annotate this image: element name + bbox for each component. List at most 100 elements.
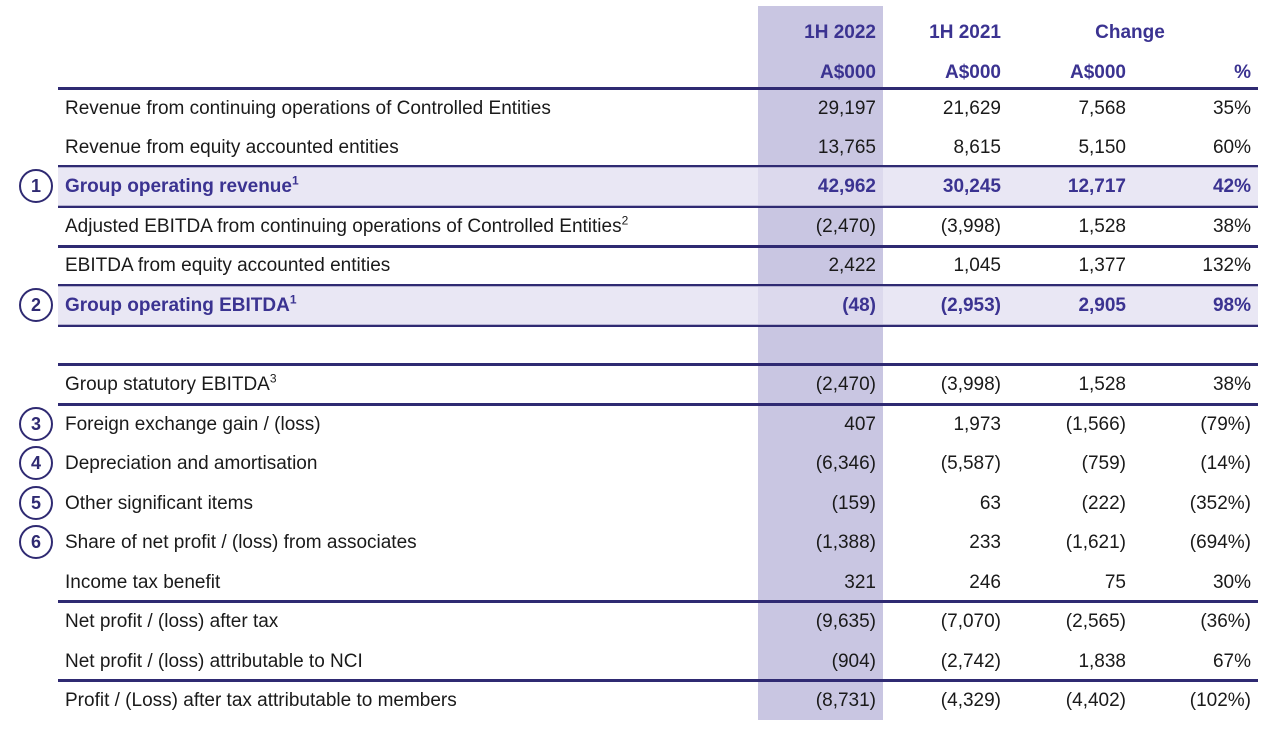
row-value: (79%) xyxy=(1200,414,1251,435)
row-value: 60% xyxy=(1212,137,1251,158)
row-value: (14%) xyxy=(1200,453,1251,474)
row-label-text: Group statutory EBITDA xyxy=(65,374,270,395)
numbered-marker: 6 xyxy=(19,525,53,559)
header-1h2021: 1H 2021 xyxy=(929,22,1001,43)
row-value: 38% xyxy=(1212,216,1251,237)
table-row: Profit / (Loss) after tax attributable t… xyxy=(58,681,1258,720)
row-label-text: Group operating EBITDA xyxy=(65,295,290,316)
row-label-text: Net profit / (loss) attributable to NCI xyxy=(65,651,363,672)
row-label-text: Revenue from continuing operations of Co… xyxy=(65,98,551,119)
row-value: 5,150 xyxy=(1078,137,1126,158)
numbered-marker: 1 xyxy=(19,169,53,203)
unit-3: A$000 xyxy=(1070,62,1126,83)
row-label-text: EBITDA from equity accounted entities xyxy=(65,255,391,276)
table-row: Revenue from continuing operations of Co… xyxy=(58,89,1258,128)
row-label-text: Group operating revenue xyxy=(65,176,292,197)
row-value: (1,566) xyxy=(1065,414,1126,435)
table-rule xyxy=(58,679,1258,682)
unit-1: A$000 xyxy=(820,62,876,83)
row-value: (352%) xyxy=(1189,493,1251,514)
table-row: Other significant items (159) 63 (222) (352%… xyxy=(58,484,1258,523)
row-label: Group operating EBITDA1 xyxy=(65,286,297,325)
row-label-text: Profit / (Loss) after tax attributable t… xyxy=(65,690,457,711)
unit-2: A$000 xyxy=(945,62,1001,83)
table-row: Group operating revenue1 42,962 30,245 12,7… xyxy=(58,167,1258,206)
row-value: 75 xyxy=(1104,572,1126,593)
table-row: Net profit / (loss) after tax (9,635) (7,0… xyxy=(58,602,1258,641)
row-value: 1,838 xyxy=(1078,651,1126,672)
row-value: 12,717 xyxy=(1067,176,1126,197)
row-value: 7,568 xyxy=(1078,98,1126,119)
numbered-marker: 2 xyxy=(19,288,53,322)
row-value: 1,973 xyxy=(953,414,1001,435)
row-value: 38% xyxy=(1212,374,1251,395)
row-value: 63 xyxy=(979,493,1001,514)
row-value: 30% xyxy=(1212,572,1251,593)
row-label-text: Adjusted EBITDA from continuing operatio… xyxy=(65,216,622,237)
row-value: (1,388) xyxy=(815,532,876,553)
row-value: (6,346) xyxy=(815,453,876,474)
row-label: Income tax benefit xyxy=(65,563,220,602)
table-row: Group statutory EBITDA3 (2,470) (3,998) 1,5… xyxy=(58,365,1258,404)
row-label: Foreign exchange gain / (loss) xyxy=(65,405,321,444)
table-row: Depreciation and amortisation (6,346) (5,5… xyxy=(58,444,1258,483)
row-value: (4,329) xyxy=(940,690,1001,711)
table-row: Share of net profit / (loss) from associ… xyxy=(58,523,1258,562)
table-rule xyxy=(58,324,1258,327)
row-value: 8,615 xyxy=(953,137,1001,158)
row-label: Group statutory EBITDA3 xyxy=(65,365,277,404)
row-label-text: Other significant items xyxy=(65,493,253,514)
row-value: (8,731) xyxy=(815,690,876,711)
table-row: Net profit / (loss) attributable to NCI (… xyxy=(58,642,1258,681)
table-rule xyxy=(58,600,1258,603)
row-value: 21,629 xyxy=(942,98,1001,119)
table-row: Foreign exchange gain / (loss) 407 1,973 (1… xyxy=(58,405,1258,444)
header-change: Change xyxy=(1095,22,1165,43)
row-value: 1,528 xyxy=(1078,374,1126,395)
table-row: EBITDA from equity accounted entities 2,4… xyxy=(58,246,1258,285)
row-value: (4,402) xyxy=(1065,690,1126,711)
row-value: 13,765 xyxy=(817,137,876,158)
row-value: 1,377 xyxy=(1078,255,1126,276)
row-label-text: Depreciation and amortisation xyxy=(65,453,318,474)
row-label-text: Share of net profit / (loss) from associ… xyxy=(65,532,417,553)
row-value: (48) xyxy=(842,295,876,316)
numbered-marker: 5 xyxy=(19,486,53,520)
row-label-text: Revenue from equity accounted entities xyxy=(65,137,399,158)
row-value: 2,422 xyxy=(828,255,876,276)
row-value: 67% xyxy=(1212,651,1251,672)
row-label: Share of net profit / (loss) from associ… xyxy=(65,523,417,562)
row-value: 1,045 xyxy=(953,255,1001,276)
row-value: (102%) xyxy=(1189,690,1251,711)
row-value: (904) xyxy=(831,651,876,672)
row-value: (2,742) xyxy=(940,651,1001,672)
row-value: (222) xyxy=(1081,493,1126,514)
row-label-text: Income tax benefit xyxy=(65,572,221,593)
row-value: 246 xyxy=(969,572,1001,593)
row-value: (759) xyxy=(1081,453,1126,474)
row-value: 98% xyxy=(1212,295,1251,316)
row-label: Revenue from continuing operations of Co… xyxy=(65,89,551,128)
row-value: (36%) xyxy=(1200,611,1251,632)
row-value: 321 xyxy=(844,572,876,593)
row-label: Depreciation and amortisation xyxy=(65,444,317,483)
row-value: 30,245 xyxy=(942,176,1001,197)
row-value: (2,953) xyxy=(940,295,1001,316)
row-value: (1,621) xyxy=(1065,532,1126,553)
row-value: (2,565) xyxy=(1065,611,1126,632)
table-rule xyxy=(58,403,1258,406)
table-row: Revenue from equity accounted entities 13… xyxy=(58,128,1258,167)
numbered-marker: 4 xyxy=(19,446,53,480)
row-value: (7,070) xyxy=(940,611,1001,632)
row-value: 233 xyxy=(969,532,1001,553)
footnote-ref: 1 xyxy=(291,173,299,188)
table-row: Income tax benefit 321 246 75 30% xyxy=(58,563,1258,602)
row-value: (2,470) xyxy=(815,216,876,237)
row-value: 1,528 xyxy=(1078,216,1126,237)
table-rule xyxy=(58,205,1258,208)
header-1h2022: 1H 2022 xyxy=(804,22,876,43)
row-value: 42% xyxy=(1212,176,1251,197)
row-value: (3,998) xyxy=(940,374,1001,395)
table-rule xyxy=(58,87,1258,90)
row-label: Profit / (Loss) after tax attributable t… xyxy=(65,681,457,720)
